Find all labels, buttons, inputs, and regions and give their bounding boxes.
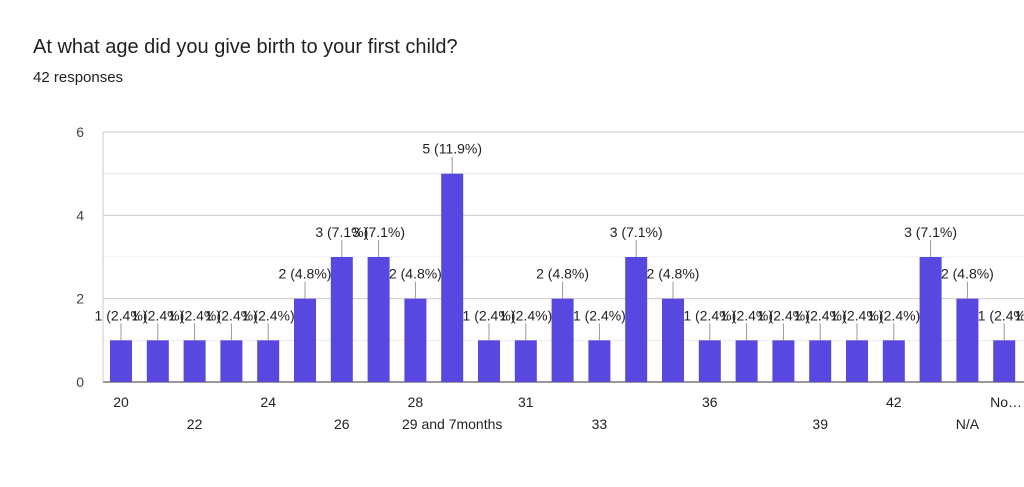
x-tick-label: 33	[592, 416, 608, 432]
bar	[846, 340, 868, 382]
bar	[183, 340, 206, 382]
data-label: 2 (4.8%)	[279, 266, 332, 282]
data-label: 2 (4.8%)	[536, 266, 589, 282]
data-label: 1 (2.4%)	[683, 307, 736, 323]
bar	[478, 340, 500, 382]
data-label: 1 (2.4%)	[242, 307, 295, 323]
x-tick-label: 42	[886, 394, 902, 410]
data-label: 1 (2.4%)	[794, 307, 847, 323]
response-count: 42 responses	[33, 69, 124, 86]
x-axis-ticks: 20 22 24 26 28 29 and 7months 31 33 36 39 42 N/A No…	[113, 394, 1022, 432]
data-label: 1 (2.4%)	[1015, 307, 1024, 323]
data-labels: 1 (2.4%)1 (2.4%)1 (2.4%)1 (2.4%)1 (2.4%)…	[95, 141, 1024, 341]
x-tick-label: 20	[113, 394, 129, 410]
bar	[625, 257, 648, 382]
x-tick-label: 28	[408, 394, 424, 410]
bar	[956, 298, 979, 382]
data-label: 3 (7.1%)	[352, 224, 405, 240]
x-tick-label: N/A	[956, 416, 980, 432]
bar	[882, 340, 905, 382]
data-label: 1 (2.4%)	[131, 307, 184, 323]
x-tick-label: 39	[812, 416, 828, 432]
bar	[330, 257, 353, 382]
bar	[588, 340, 611, 382]
gridlines	[102, 131, 1024, 383]
bar	[551, 298, 574, 382]
bar	[110, 340, 132, 382]
x-tick-label: 29 and 7months	[402, 416, 502, 432]
x-tick-label: 22	[187, 416, 203, 432]
data-label: 3 (7.1%)	[610, 224, 663, 240]
bar	[146, 340, 169, 382]
bar	[404, 298, 427, 382]
data-label: 2 (4.8%)	[647, 266, 700, 282]
bars	[110, 173, 1016, 382]
y-tick-label: 4	[76, 207, 84, 223]
x-tick-label: 24	[260, 394, 276, 410]
x-tick-label: 31	[518, 394, 534, 410]
data-label: 3 (7.1%)	[904, 224, 957, 240]
data-label: 1 (2.4%)	[757, 307, 810, 323]
data-label: 1 (2.4%)	[831, 307, 884, 323]
data-label: 2 (4.8%)	[941, 266, 994, 282]
bar	[698, 340, 721, 382]
bar	[257, 340, 280, 382]
bar	[367, 257, 390, 382]
data-label: 1 (2.4%)	[720, 307, 773, 323]
data-label: 1 (2.4%)	[867, 307, 920, 323]
data-label: 1 (2.4%)	[499, 307, 552, 323]
bar	[735, 340, 758, 382]
data-label: 1 (2.4%)	[573, 307, 626, 323]
data-label: 2 (4.8%)	[389, 266, 442, 282]
bar	[662, 298, 684, 382]
data-label: 1 (2.4%)	[205, 307, 258, 323]
x-tick-label: 26	[334, 416, 350, 432]
bar	[514, 340, 537, 382]
bar	[919, 257, 942, 382]
x-tick-label: No…	[990, 394, 1022, 410]
data-label: 3 (7.1%)	[315, 224, 368, 240]
data-label: 5 (11.9%)	[422, 141, 482, 157]
y-tick-label: 0	[76, 374, 84, 390]
bar	[294, 298, 316, 382]
data-label: 1 (2.4%)	[463, 307, 516, 323]
data-label: 1 (2.4%)	[978, 307, 1024, 323]
y-axis-ticks: 0 2 4 6	[76, 124, 84, 390]
bar	[993, 340, 1016, 382]
bar	[809, 340, 832, 382]
y-tick-label: 2	[76, 291, 84, 307]
bar	[772, 340, 795, 382]
data-label: 1 (2.4%)	[168, 307, 221, 323]
x-tick-label: 36	[702, 394, 718, 410]
chart-title: At what age did you give birth to your f…	[33, 36, 458, 58]
bar	[441, 173, 464, 382]
y-tick-label: 6	[76, 124, 84, 140]
data-label: 1 (2.4%)	[95, 307, 148, 323]
bar	[220, 340, 243, 382]
